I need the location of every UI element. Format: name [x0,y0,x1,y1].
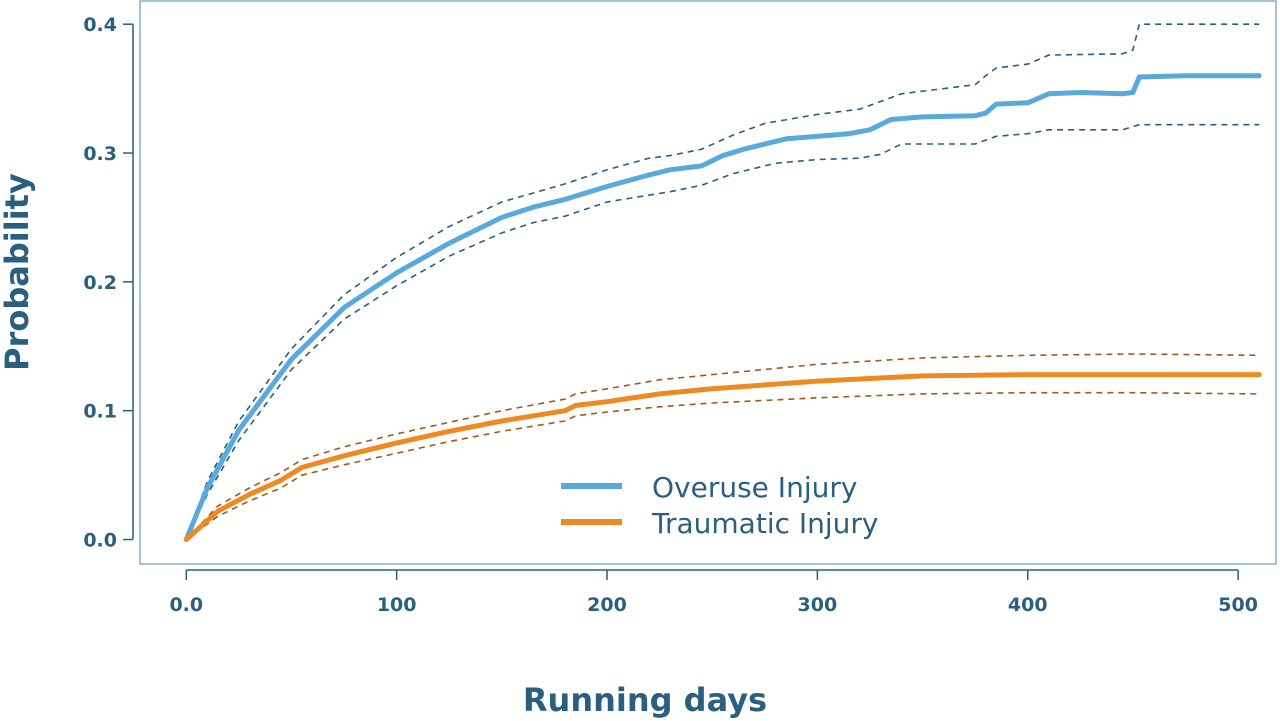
legend-label-overuse: Overuse Injury [652,471,857,504]
series-line-traumatic-injury-upper-ci [185,353,1260,541]
y-tick-label: 0.1 [83,401,117,423]
x-tick-label: 300 [798,594,838,616]
series-line-traumatic-injury-lower-ci [185,391,1260,541]
plot-frame [139,0,1277,565]
y-axis: 0.0 0.1 0.2 0.3 0.4 [83,14,134,552]
y-tick-label: 0.3 [83,143,117,165]
series-line-overuse-injury-lower-ci [185,123,1260,540]
x-tick-label: 400 [1008,594,1048,616]
x-axis-title: Running days [523,681,767,719]
y-axis-title: Probability [0,173,36,371]
y-tick-label: 0.4 [83,14,117,36]
x-tick-label: 100 [377,594,417,616]
series-line-overuse-injury-upper-ci [185,23,1260,540]
series-line-overuse-injury [183,73,1262,542]
legend: Overuse Injury Traumatic Injury [561,471,879,540]
series-line-traumatic-injury [183,372,1262,542]
series-layer [183,23,1262,542]
x-tick-label: 200 [587,594,627,616]
y-tick-label: 0.2 [83,272,117,294]
x-axis: 0.0 100 200 300 400 500 [169,569,1258,616]
legend-label-traumatic: Traumatic Injury [651,507,879,540]
x-tick-label: 0.0 [169,594,203,616]
y-tick-label: 0.0 [83,530,117,552]
x-tick-label: 500 [1218,594,1258,616]
